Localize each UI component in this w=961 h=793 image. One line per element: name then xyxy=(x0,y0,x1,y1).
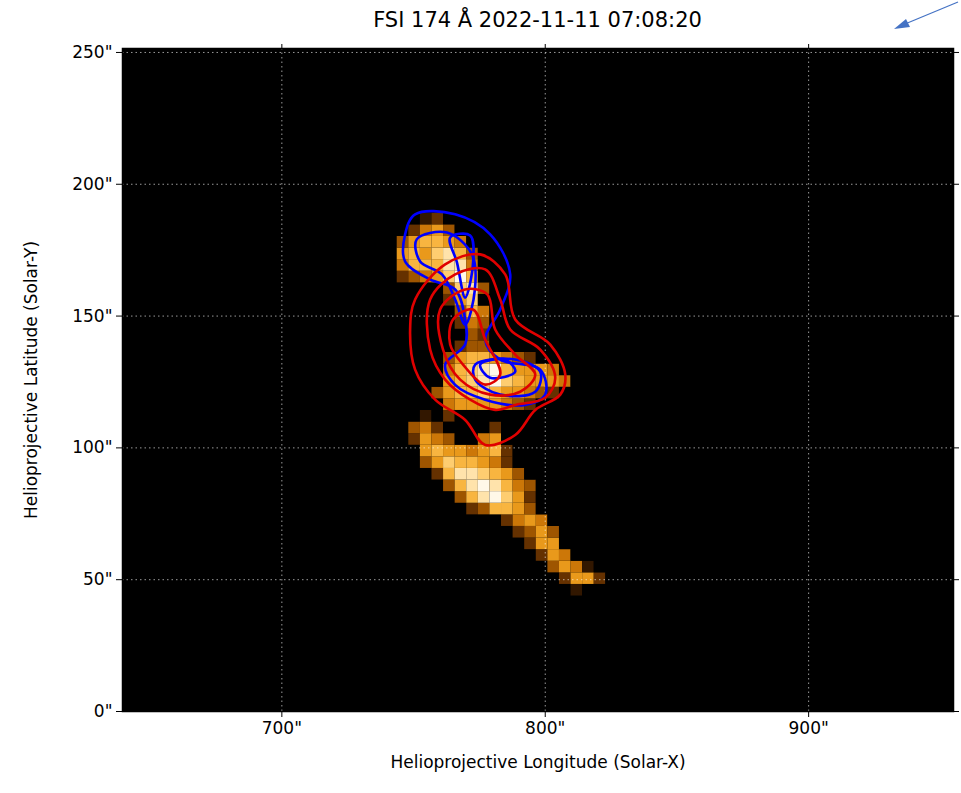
svg-text:200": 200" xyxy=(72,174,112,194)
svg-text:50": 50" xyxy=(83,569,112,589)
svg-text:0": 0" xyxy=(94,701,113,721)
svg-text:700": 700" xyxy=(262,718,302,738)
svg-text:150": 150" xyxy=(72,306,112,326)
svg-text:100": 100" xyxy=(72,437,112,457)
html-text:FSI 174 Å 2022-11-11 07:08:20: FSI 174 Å 2022-11-11 07:08:20 xyxy=(373,8,702,32)
svg-text:250": 250" xyxy=(72,42,112,62)
svg-text:900": 900" xyxy=(788,718,828,738)
svg-text:Helioprojective Longitude (Sol: Helioprojective Longitude (Solar-X) xyxy=(390,752,685,772)
svg-text:Helioprojective Latitude (Sola: Helioprojective Latitude (Solar-Y) xyxy=(21,241,41,519)
svg-text:800": 800" xyxy=(525,718,565,738)
